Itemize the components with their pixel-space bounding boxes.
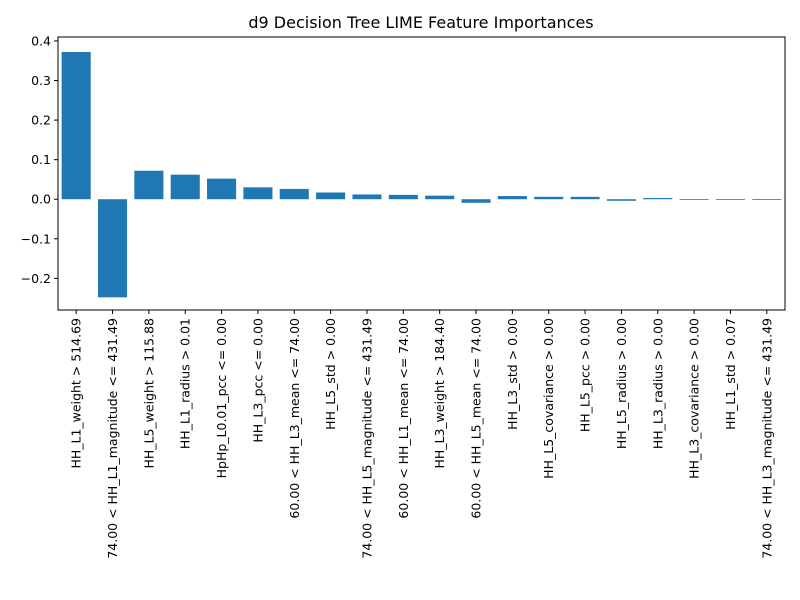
bar — [715, 199, 746, 201]
y-tick-label: −0.1 — [21, 231, 51, 246]
y-tick-label: −0.2 — [21, 271, 51, 286]
x-tick-label: HH_L5_std > 0.00 — [323, 318, 338, 430]
bar — [97, 199, 128, 298]
bar — [606, 199, 636, 201]
bar — [425, 195, 455, 200]
bar — [534, 196, 564, 200]
x-tick-label: HH_L5_radius > 0.00 — [614, 318, 629, 449]
bar — [170, 174, 200, 200]
bar — [61, 52, 91, 200]
bar — [643, 198, 673, 200]
y-axis: −0.2 −0.1 0.0 0.1 0.2 0.3 0.4 — [21, 33, 58, 286]
x-axis: HH_L1_weight > 514.69 74.00 < HH_L1_magni… — [69, 310, 774, 559]
x-tick-label: 74.00 < HH_L3_magnitude <= 431.49 — [759, 318, 774, 559]
x-tick-label: HH_L3_radius > 0.00 — [650, 318, 665, 449]
bar — [461, 199, 491, 203]
bars-group — [61, 52, 782, 298]
x-tick-label: HH_L1_radius > 0.01 — [178, 318, 193, 449]
x-tick-label: HH_L3_pcc <= 0.00 — [250, 318, 265, 443]
x-tick-label: HH_L1_std > 0.07 — [723, 318, 738, 430]
x-tick-label: HH_L5_covariance > 0.00 — [541, 318, 556, 479]
y-tick-label: 0.3 — [31, 73, 51, 88]
x-tick-label: HH_L5_weight > 115.88 — [141, 318, 156, 469]
x-tick-label: 60.00 < HH_L1_mean <= 74.00 — [396, 318, 411, 519]
x-tick-label: HH_L3_weight > 184.40 — [432, 318, 447, 469]
x-tick-label: 60.00 < HH_L3_mean <= 74.00 — [287, 318, 302, 519]
bar — [243, 187, 273, 200]
bar — [316, 192, 346, 200]
y-tick-label: 0.2 — [31, 113, 51, 128]
bar — [279, 188, 309, 200]
bar — [752, 199, 782, 201]
x-tick-label: HpHp_L0.01_pcc <= 0.00 — [214, 318, 229, 478]
bar — [570, 196, 600, 200]
x-tick-label: HH_L5_pcc > 0.00 — [578, 318, 593, 432]
bar — [134, 170, 164, 200]
y-tick-label: 0.4 — [31, 33, 51, 48]
x-tick-label: 74.00 < HH_L1_magnitude <= 431.49 — [105, 318, 120, 559]
chart-title: d9 Decision Tree LIME Feature Importance… — [248, 13, 593, 32]
x-tick-label: HH_L3_covariance > 0.00 — [687, 318, 702, 479]
x-tick-label: HH_L1_weight > 514.69 — [69, 318, 84, 469]
x-tick-label: 60.00 < HH_L5_mean <= 74.00 — [469, 318, 484, 519]
y-tick-label: 0.0 — [31, 192, 51, 207]
y-tick-label: 0.1 — [31, 152, 51, 167]
bar — [207, 178, 237, 200]
bar — [679, 199, 709, 201]
x-tick-label: HH_L3_std > 0.00 — [505, 318, 520, 430]
bar — [388, 194, 418, 200]
plot-frame — [57, 36, 786, 311]
bar — [497, 196, 527, 200]
x-tick-label: 74.00 < HH_L5_magnitude <= 431.49 — [359, 318, 374, 559]
bar — [352, 194, 382, 200]
